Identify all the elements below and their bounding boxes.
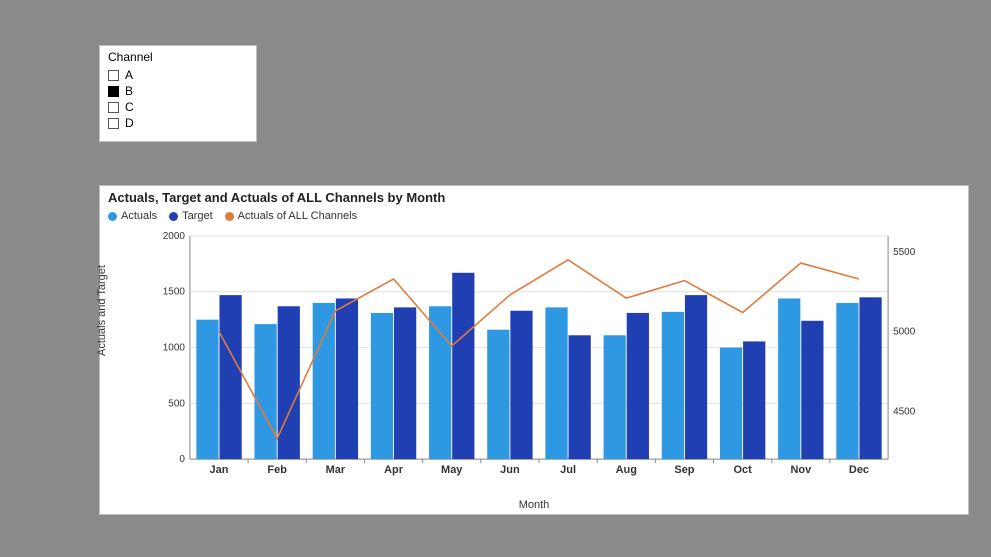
channel-filter-panel: Channel ABCD (99, 45, 257, 142)
svg-text:500: 500 (168, 398, 185, 409)
chart-panel: Actuals, Target and Actuals of ALL Chann… (99, 185, 969, 515)
svg-text:5500: 5500 (893, 247, 916, 258)
bar-actuals[interactable] (255, 324, 277, 459)
bar-target[interactable] (859, 297, 881, 459)
svg-text:2000: 2000 (163, 231, 186, 242)
svg-text:4500: 4500 (893, 406, 916, 417)
filter-item-c[interactable]: C (108, 99, 248, 115)
bar-actuals[interactable] (545, 307, 567, 459)
chart-legend: Actuals Target Actuals of ALL Channels (108, 210, 357, 222)
legend-item[interactable]: Target (169, 210, 213, 222)
filter-item-a[interactable]: A (108, 67, 248, 83)
bar-target[interactable] (336, 298, 358, 459)
filter-checkbox[interactable] (108, 70, 119, 81)
svg-text:0: 0 (179, 454, 185, 465)
bar-actuals[interactable] (429, 306, 451, 459)
bar-actuals[interactable] (604, 335, 626, 459)
filter-title: Channel (108, 50, 248, 64)
svg-text:May: May (441, 464, 463, 476)
bar-target[interactable] (801, 321, 823, 459)
filter-item-label: D (125, 115, 134, 131)
bar-target[interactable] (627, 313, 649, 459)
bar-target[interactable] (278, 306, 300, 459)
legend-label: Actuals (121, 210, 157, 222)
svg-text:Apr: Apr (384, 464, 404, 476)
plot-area: 0 500 1000 1500 2000 4500 5000 5500 Jan Feb Mar Apr… (160, 231, 918, 479)
bar-actuals[interactable] (371, 313, 393, 459)
legend-label: Target (182, 210, 213, 222)
legend-label: Actuals of ALL Channels (238, 210, 357, 222)
svg-text:Jan: Jan (210, 464, 229, 476)
legend-swatch (169, 212, 178, 221)
filter-checkbox[interactable] (108, 118, 119, 129)
bar-actuals[interactable] (720, 348, 742, 460)
bar-actuals[interactable] (487, 330, 509, 459)
svg-text:Jul: Jul (560, 464, 576, 476)
filter-item-d[interactable]: D (108, 115, 248, 131)
bar-actuals[interactable] (196, 320, 218, 460)
filter-checkbox[interactable] (108, 86, 119, 97)
bar-target[interactable] (452, 273, 474, 459)
svg-text:Feb: Feb (267, 464, 287, 476)
filter-checkbox[interactable] (108, 102, 119, 113)
bar-actuals[interactable] (313, 303, 335, 459)
svg-text:Dec: Dec (849, 464, 869, 476)
svg-text:Sep: Sep (674, 464, 694, 476)
bar-target[interactable] (219, 295, 241, 459)
bar-target[interactable] (394, 307, 416, 459)
bar-actuals[interactable] (662, 312, 684, 459)
filter-item-b[interactable]: B (108, 83, 248, 99)
svg-text:Aug: Aug (616, 464, 637, 476)
bar-target[interactable] (685, 295, 707, 459)
bar-actuals[interactable] (836, 303, 858, 459)
filter-item-label: C (125, 99, 134, 115)
legend-swatch (225, 212, 234, 221)
svg-text:Nov: Nov (790, 464, 812, 476)
chart-title: Actuals, Target and Actuals of ALL Chann… (108, 190, 445, 205)
x-axis-label: Month (100, 499, 968, 511)
filter-item-label: A (125, 67, 133, 83)
legend-item[interactable]: Actuals of ALL Channels (225, 210, 357, 222)
legend-item[interactable]: Actuals (108, 210, 157, 222)
svg-text:Jun: Jun (500, 464, 520, 476)
y-axis-label: Actuals and Target (96, 265, 108, 356)
svg-text:Oct: Oct (733, 464, 752, 476)
bar-actuals[interactable] (778, 298, 800, 459)
legend-swatch (108, 212, 117, 221)
svg-text:1500: 1500 (163, 287, 186, 298)
bar-target[interactable] (569, 335, 591, 459)
svg-text:5000: 5000 (893, 327, 916, 338)
svg-text:1000: 1000 (163, 343, 186, 354)
filter-item-label: B (125, 83, 133, 99)
bar-target[interactable] (510, 311, 532, 459)
bar-target[interactable] (743, 341, 765, 459)
svg-text:Mar: Mar (326, 464, 346, 476)
